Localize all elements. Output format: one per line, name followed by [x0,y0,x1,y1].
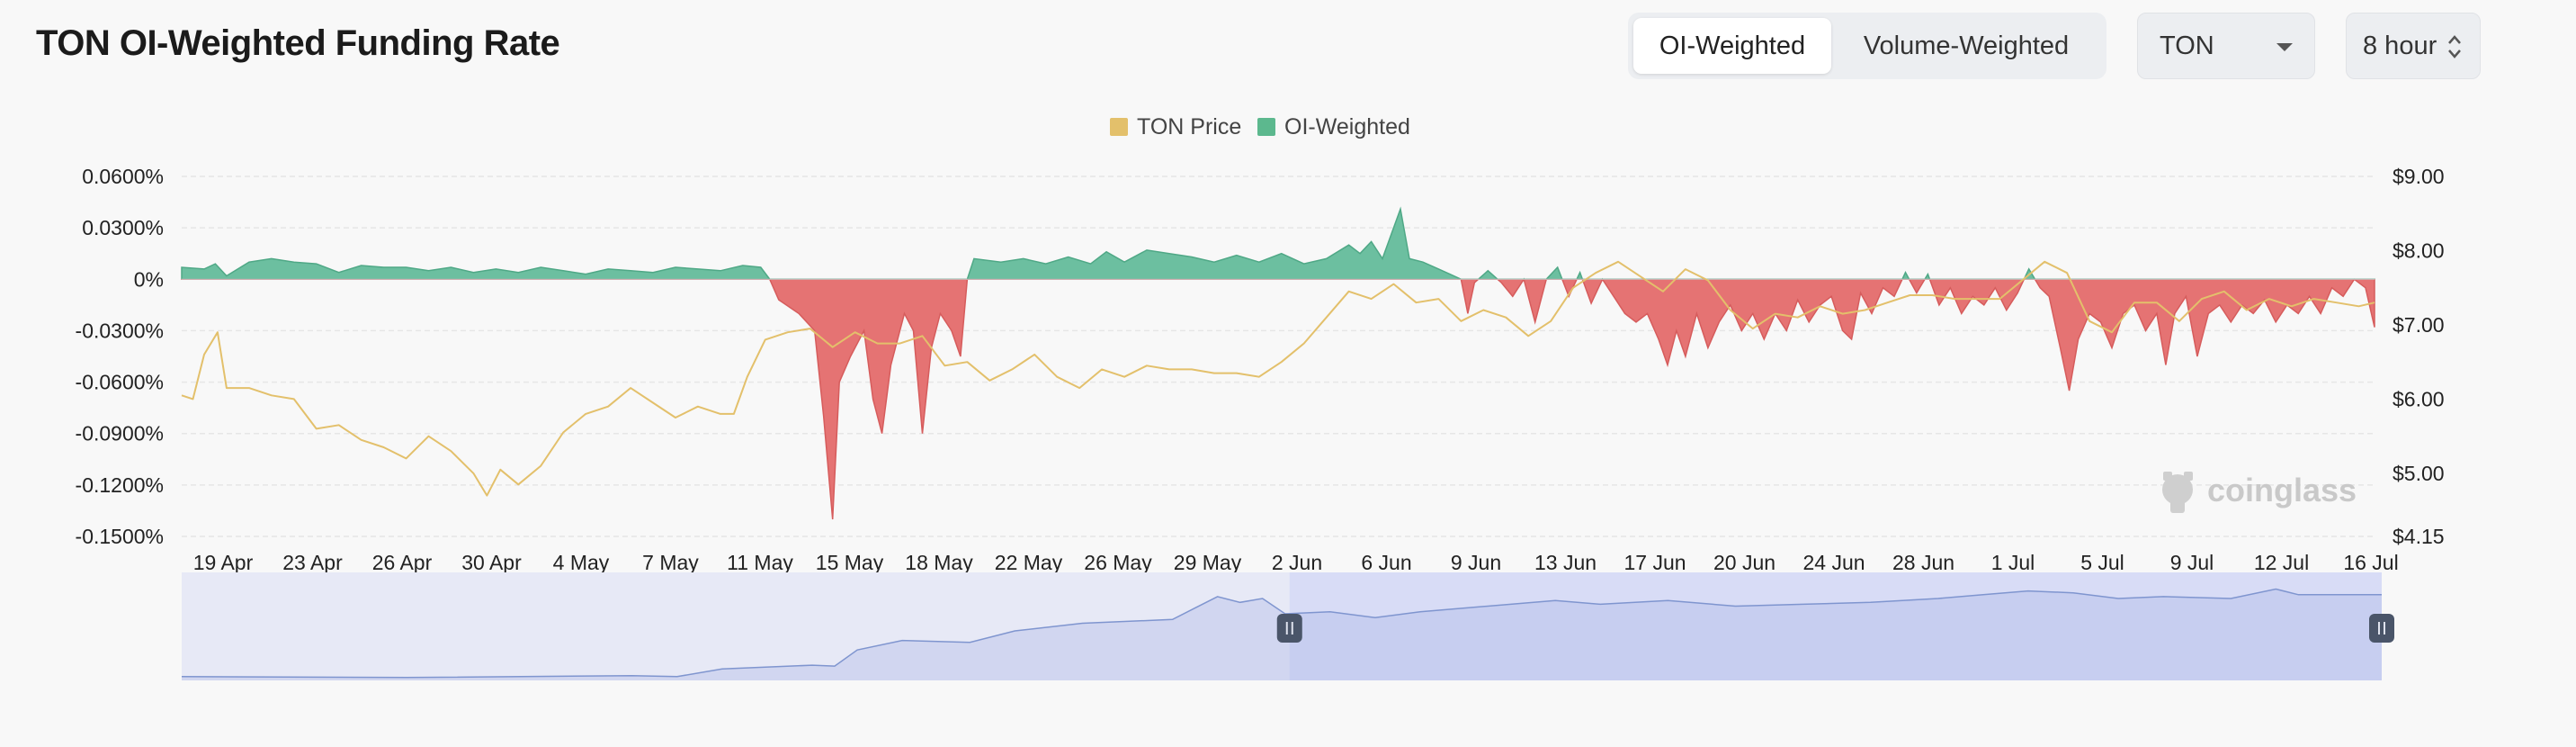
navigator-handle-right[interactable] [2369,614,2394,643]
y-left-tick-label: -0.0300% [76,319,164,342]
x-tick-label: 29 May [1174,551,1242,574]
x-tick-label: 18 May [905,551,973,574]
x-tick-label: 7 May [642,551,699,574]
y-right-tick-label: $4.15 [2393,525,2445,548]
price-series [181,260,2375,497]
x-tick-label: 6 Jun [1361,551,1411,574]
x-tick-label: 19 Apr [193,551,254,574]
y-left-tick-label: -0.1200% [76,473,164,497]
legend-label-oi[interactable]: OI-Weighted [1284,114,1410,140]
x-tick-label: 24 Jun [1802,551,1865,574]
coinglass-logo-icon [2162,472,2193,513]
x-tick-label: 1 Jul [1991,551,2035,574]
x-tick-label: 2 Jun [1272,551,1322,574]
caret-down-icon [2276,43,2293,51]
y-left-tick-label: -0.0600% [76,371,164,394]
tab-oi-weighted[interactable]: OI-Weighted [1633,18,1831,74]
y-left-tick-label: 0% [134,267,164,291]
x-tick-label: 5 Jul [2080,551,2124,574]
x-tick-label: 28 Jun [1892,551,1954,574]
x-tick-label: 20 Jun [1713,551,1775,574]
x-tick-label: 22 May [995,551,1063,574]
y-right-tick-label: $8.00 [2393,238,2445,262]
y-left-tick-label: -0.0900% [76,422,164,446]
y-left-tick-label: -0.1500% [76,525,164,548]
grid-lines [182,176,2375,537]
y-right-tick-label: $7.00 [2393,313,2445,337]
y-right-tick-label: $5.00 [2393,462,2445,485]
x-tick-label: 26 Apr [372,551,433,574]
coin-select-value: TON [2160,31,2214,60]
x-tick-label: 23 Apr [282,551,343,574]
legend-label-price[interactable]: TON Price [1137,114,1241,140]
interval-select[interactable]: 8 hour [2346,13,2481,79]
x-tick-label: 9 Jul [2170,551,2214,574]
navigator-line [181,588,2382,679]
x-tick-label: 4 May [553,551,610,574]
x-tick-label: 15 May [816,551,884,574]
x-tick-label: 16 Jul [2343,551,2398,574]
chevron-updown-icon [2448,35,2461,58]
y-axis-right: $9.00 $8.00 $7.00 $6.00 $5.00 $4.15 [2393,165,2445,548]
x-tick-label: 11 May [727,551,793,574]
range-navigator[interactable] [181,572,2394,680]
coin-select[interactable]: TON [2137,13,2315,79]
x-tick-label: 17 Jun [1623,551,1686,574]
watermark-text: coinglass [2207,472,2357,508]
y-axis-left: 0.0600% 0.0300% 0% -0.0300% -0.0600% -0.0900%… [76,165,164,548]
x-axis: 19 Apr 23 Apr 26 Apr 30 Apr 4 May 7 May 11 May… [193,551,2399,574]
x-tick-label: 9 Jun [1451,551,1501,574]
y-left-tick-label: 0.0600% [82,165,164,188]
y-right-tick-label: $9.00 [2393,165,2445,188]
price-line [181,260,2375,497]
x-tick-label: 30 Apr [461,551,522,574]
x-tick-label: 12 Jul [2254,551,2309,574]
positive-funding-area [181,206,2375,280]
legend-swatch-price [1110,118,1128,136]
page-title: TON OI-Weighted Funding Rate [36,23,560,63]
interval-select-value: 8 hour [2363,31,2437,60]
chart-legend: TON Price OI-Weighted [1110,114,1410,140]
weighting-toggle: OI-Weighted Volume-Weighted [1628,13,2106,79]
y-left-tick-label: 0.0300% [82,216,164,239]
navigator-selection[interactable] [1289,572,2382,680]
coinglass-watermark: coinglass [2162,472,2357,513]
x-tick-label: 13 Jun [1534,551,1597,574]
y-right-tick-label: $6.00 [2393,387,2445,410]
legend-swatch-oi [1257,118,1275,136]
x-tick-label: 26 May [1084,551,1152,574]
navigator-handle-left[interactable] [1276,614,1302,643]
tab-volume-weighted[interactable]: Volume-Weighted [1863,31,2070,60]
